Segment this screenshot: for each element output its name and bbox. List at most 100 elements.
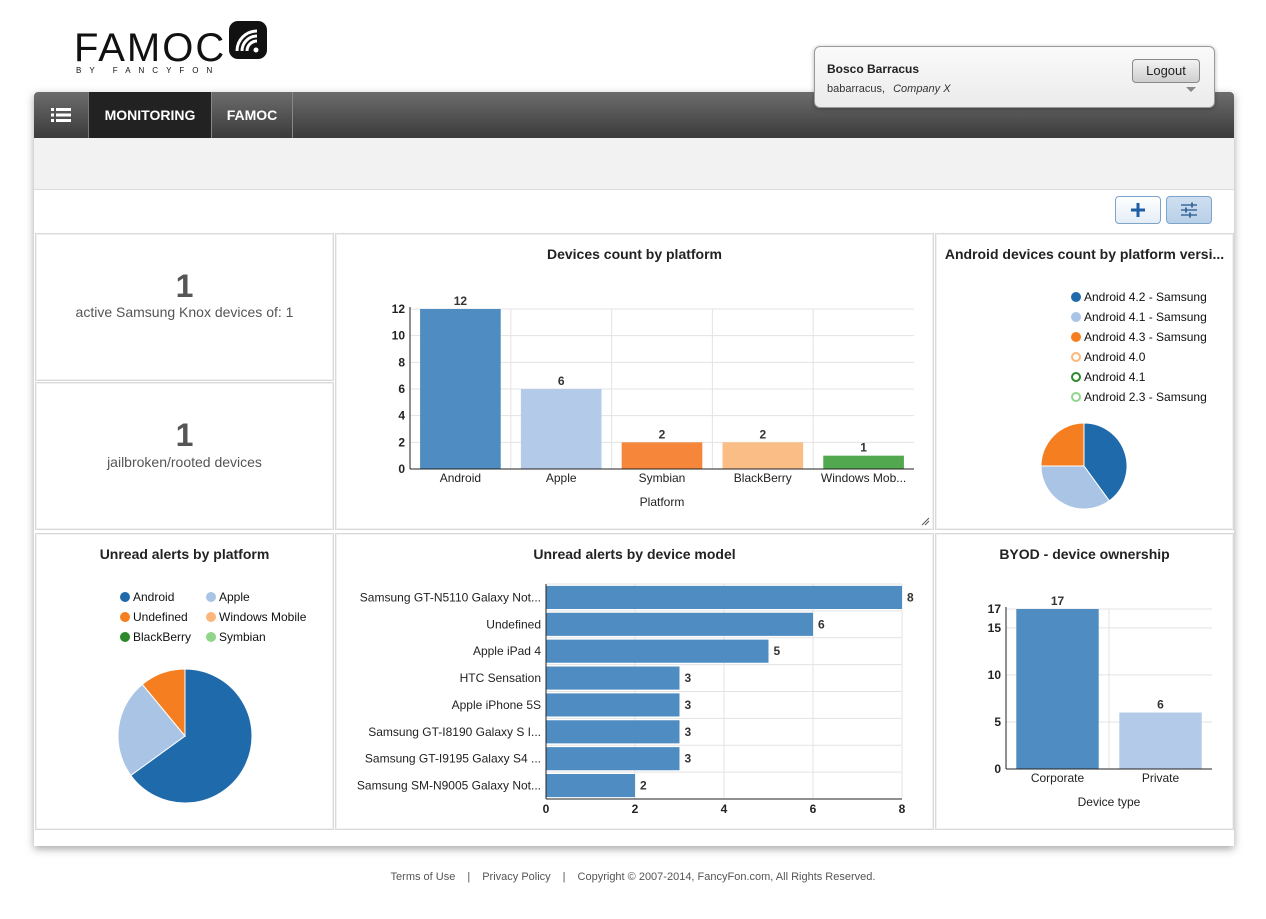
legend-item[interactable]: Undefined [120,607,188,627]
x-tick-label: Symbian [639,471,686,485]
legend-swatch [1071,352,1081,362]
x-axis-title: Platform [640,495,685,509]
data-label: 6 [558,374,565,388]
logo-text: FAMOC [74,26,227,70]
platform-bar-chart: 0 2 4 6 8 10 12 12 Android 6 Apple 2 Symbian 2 BlackBe… [392,294,914,509]
logo-signal-icon [229,21,267,59]
bar [1016,609,1099,769]
legend-label: Android 4.2 - Samsung [1084,290,1207,304]
add-widget-button[interactable] [1115,196,1161,224]
y-tick-label: Samsung GT-I9195 Galaxy S4 ... [365,752,541,766]
y-tick-label: Samsung GT-I8190 Galaxy S I... [368,725,541,739]
legend-item[interactable]: Android [120,587,174,607]
legend-item[interactable]: Android 4.2 - Samsung [1071,287,1207,307]
legend-item[interactable]: Android 4.1 [1071,367,1145,387]
x-tick-label: Windows Mob... [821,471,906,485]
y-tick-label: 10 [988,668,1002,682]
x-tick-label: Private [1142,771,1180,785]
tab-monitoring[interactable]: MONITORING [89,92,212,138]
tab-famoc[interactable]: FAMOC [212,92,293,138]
pie-slice [117,683,186,777]
legend-item[interactable]: Android 2.3 - Samsung [1071,387,1207,407]
legend-label: Undefined [133,610,188,624]
y-tick-label: 10 [392,329,406,343]
pie-slice [1040,465,1110,510]
data-label: 2 [759,427,766,441]
menu-button[interactable] [34,92,89,138]
footer-separator: | [562,871,566,883]
copyright-text: Copyright © 2007-2014, FancyFon.com, All… [577,871,876,883]
terms-link[interactable]: Terms of Use [390,871,456,883]
bar [546,612,813,636]
famoc-logo: FAMOC BY FANCYFON [74,20,274,76]
y-tick-label: 5 [994,715,1001,729]
y-tick-label: 4 [398,409,405,423]
data-label: 3 [685,698,692,712]
legend-item[interactable]: Android 4.0 [1071,347,1145,367]
user-login-line: babarracus, Company X [827,83,951,95]
alerts-model-bar-chart: 0 2 4 6 8 8 Samsung GT-N5110 Galaxy Not... 6 Und… [357,583,914,816]
legend-label: Android 2.3 - Samsung [1084,390,1207,404]
y-tick-label: Apple iPad 4 [473,644,541,658]
privacy-link[interactable]: Privacy Policy [482,871,551,883]
bar [520,389,602,469]
legend-swatch [1071,372,1081,382]
legend-item[interactable]: Symbian [206,627,266,647]
data-label: 2 [659,427,666,441]
data-label: 6 [1157,698,1164,712]
logout-button[interactable]: Logout [1132,59,1200,83]
data-label: 8 [907,590,914,604]
legend-item[interactable]: BlackBerry [120,627,191,647]
sub-header-bar [34,138,1234,190]
data-label: 3 [685,752,692,766]
bar [546,666,680,690]
legend-label: Symbian [219,630,266,644]
legend-swatch [120,632,130,642]
footer-separator: | [467,871,471,883]
data-label: 5 [774,644,781,658]
jailbroken-label: jailbroken/rooted devices [107,454,262,470]
legend-label: Android [133,590,175,604]
plus-icon [1131,203,1145,217]
legend-item[interactable]: Android 4.1 - Samsung [1071,307,1207,327]
bar [546,720,680,744]
legend-swatch [206,612,216,622]
bar [823,455,904,469]
legend-label: Apple [219,590,250,604]
legend-swatch [206,632,216,642]
legend-label: Windows Mobile [219,610,307,624]
chevron-down-icon[interactable] [1186,87,1196,92]
legend-item[interactable]: Android 4.3 - Samsung [1071,327,1207,347]
sliders-icon [1181,202,1197,218]
x-tick-label: Android [440,471,481,485]
dashboard-settings-button[interactable] [1166,196,1212,224]
legend-label: Android 4.3 - Samsung [1084,330,1207,344]
jailbroken-stat-widget: 1 jailbroken/rooted devices [35,382,334,530]
legend-item[interactable]: Apple [206,587,250,607]
legend-swatch [1071,292,1081,302]
data-label: 2 [640,779,647,793]
pie-slice [130,668,253,804]
bar [621,442,703,469]
legend-item[interactable]: Windows Mobile [206,607,306,627]
y-tick-label: 0 [398,462,405,476]
footer: Terms of Use | Privacy Policy | Copyright © … [0,871,1266,883]
alerts-platform-legend: Android Apple Undefined Windows Mobile B… [120,587,320,647]
knox-stat-widget: 1 active Samsung Knox devices of: 1 [35,233,334,381]
user-login: babarracus, [827,83,886,95]
x-axis-title: Device type [1078,795,1141,809]
bar [546,747,680,771]
data-label: 12 [454,294,468,308]
knox-count: 1 [175,268,194,304]
legend-swatch [1071,392,1081,402]
y-tick-label: 2 [398,435,405,449]
android-legend: Android 4.2 - Samsung Android 4.1 - Sams… [1071,287,1231,411]
resize-handle-icon[interactable] [920,516,930,526]
legend-swatch [206,592,216,602]
y-tick-label: 12 [392,302,406,316]
legend-label: BlackBerry [133,630,192,644]
x-tick-label: BlackBerry [734,471,792,485]
y-tick-label: 15 [988,621,1002,635]
pie-slice [1083,422,1128,502]
